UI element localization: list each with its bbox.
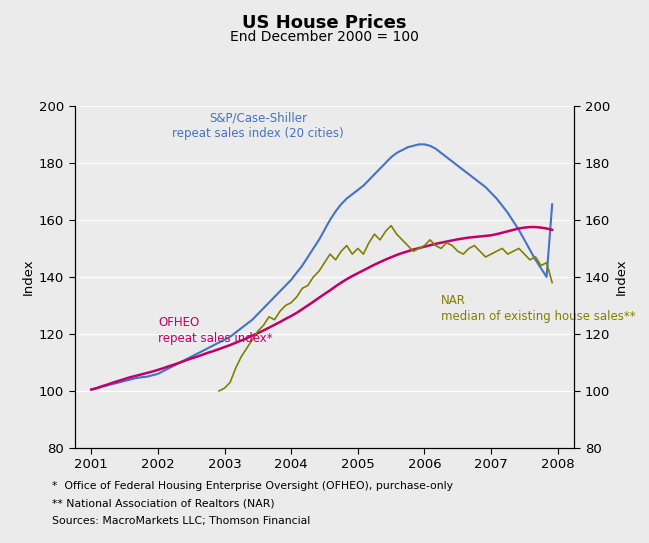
Y-axis label: Index: Index bbox=[21, 258, 34, 295]
Text: End December 2000 = 100: End December 2000 = 100 bbox=[230, 30, 419, 44]
Text: Sources: MacroMarkets LLC; Thomson Financial: Sources: MacroMarkets LLC; Thomson Finan… bbox=[52, 516, 310, 526]
Text: NAR
median of existing house sales**: NAR median of existing house sales** bbox=[441, 294, 636, 323]
Text: *  Office of Federal Housing Enterprise Oversight (OFHEO), purchase-only: * Office of Federal Housing Enterprise O… bbox=[52, 481, 453, 490]
Y-axis label: Index: Index bbox=[615, 258, 628, 295]
Text: OFHEO
repeat sales index*: OFHEO repeat sales index* bbox=[158, 317, 273, 345]
Text: ** National Association of Realtors (NAR): ** National Association of Realtors (NAR… bbox=[52, 498, 275, 508]
Text: S&P/Case-Shiller
repeat sales index (20 cities): S&P/Case-Shiller repeat sales index (20 … bbox=[172, 111, 344, 140]
Text: US House Prices: US House Prices bbox=[242, 14, 407, 31]
